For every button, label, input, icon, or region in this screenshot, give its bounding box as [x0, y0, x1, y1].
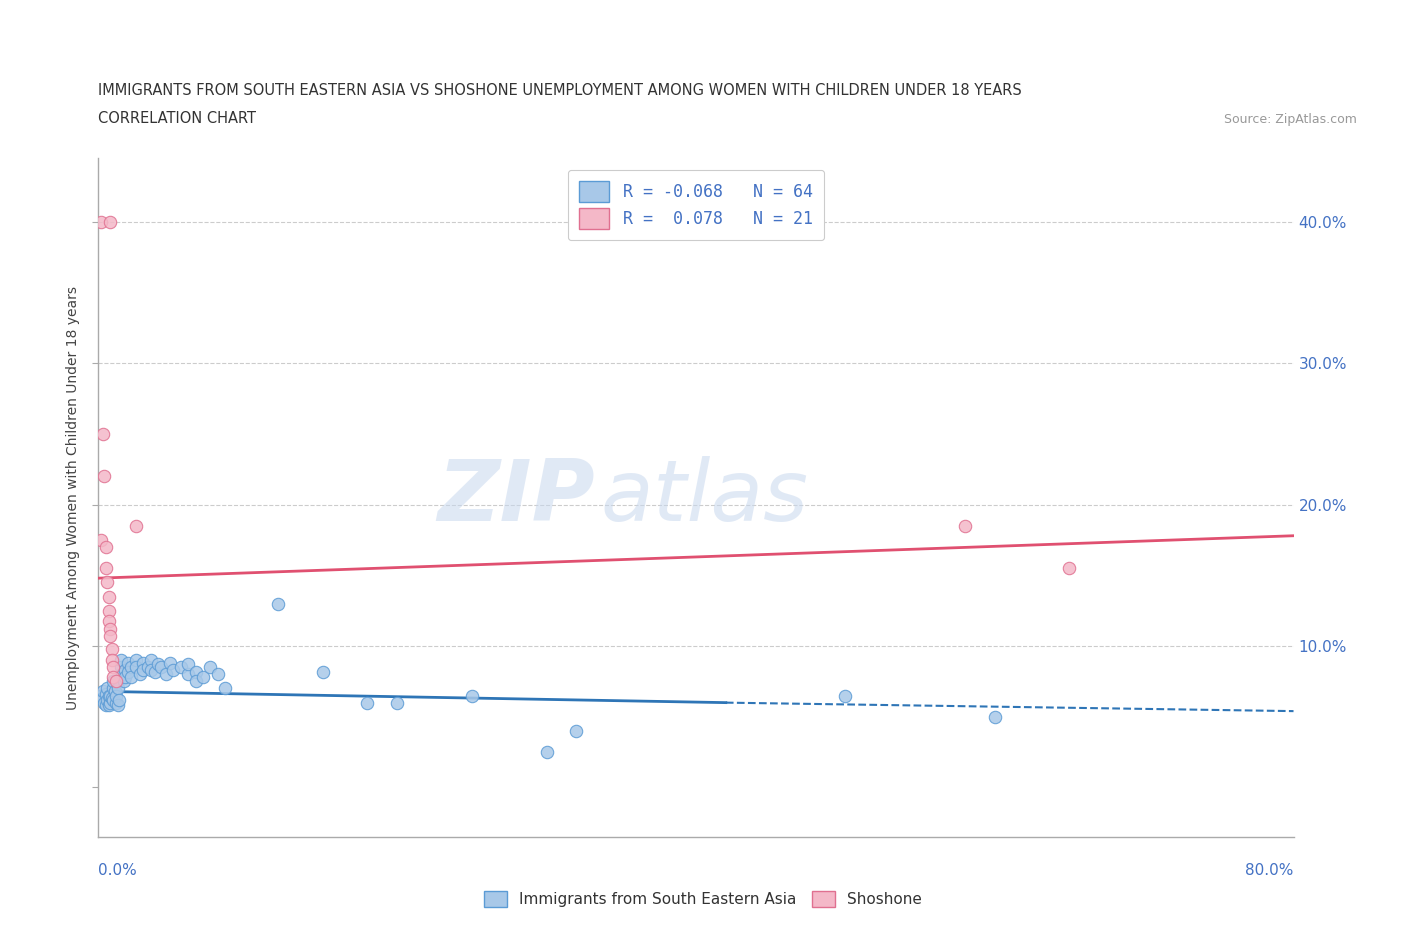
Point — [93, 469, 115, 484]
Point — [125, 660, 148, 675]
Y-axis label: Unemployment Among Women with Children Under 18 years: Unemployment Among Women with Children U… — [66, 286, 80, 710]
Point — [94, 539, 117, 554]
Point — [103, 660, 125, 675]
Point — [125, 518, 148, 533]
Point — [100, 696, 122, 711]
Point — [103, 681, 125, 696]
Point — [117, 664, 139, 679]
Point — [125, 653, 148, 668]
Point — [184, 674, 207, 689]
Legend: Immigrants from South Eastern Asia, Shoshone: Immigrants from South Eastern Asia, Shos… — [478, 884, 928, 913]
Point — [834, 688, 856, 703]
Point — [96, 692, 118, 707]
Point — [110, 660, 132, 675]
Point — [97, 589, 120, 604]
Point — [132, 656, 155, 671]
Point — [177, 657, 200, 671]
Point — [96, 575, 118, 590]
Point — [356, 696, 378, 711]
Point — [136, 660, 159, 675]
Text: ZIP: ZIP — [437, 456, 595, 539]
Text: CORRELATION CHART: CORRELATION CHART — [98, 111, 256, 126]
Point — [97, 604, 120, 618]
Point — [105, 688, 128, 703]
Point — [155, 667, 177, 682]
Point — [94, 698, 117, 713]
Point — [100, 688, 122, 703]
Point — [385, 696, 409, 711]
Point — [984, 710, 1007, 724]
Point — [117, 656, 139, 671]
Point — [311, 664, 333, 679]
Point — [100, 629, 122, 644]
Point — [214, 681, 236, 696]
Point — [129, 667, 152, 682]
Point — [143, 664, 166, 679]
Point — [1059, 561, 1081, 576]
Text: atlas: atlas — [600, 456, 808, 539]
Point — [461, 688, 484, 703]
Point — [91, 684, 114, 698]
Point — [105, 674, 128, 689]
Point — [101, 691, 124, 706]
Point — [94, 686, 117, 701]
Point — [100, 621, 122, 636]
Point — [103, 674, 125, 689]
Point — [97, 613, 120, 628]
Point — [150, 660, 173, 675]
Text: 0.0%: 0.0% — [98, 863, 138, 878]
Point — [184, 664, 207, 679]
Point — [103, 692, 125, 707]
Text: 80.0%: 80.0% — [1246, 863, 1294, 878]
Point — [536, 745, 558, 760]
Point — [132, 663, 155, 678]
Point — [90, 688, 112, 703]
Point — [100, 214, 122, 229]
Point — [97, 688, 120, 703]
Point — [104, 684, 127, 698]
Point — [139, 653, 162, 668]
Point — [91, 427, 114, 442]
Point — [105, 696, 128, 711]
Point — [267, 596, 290, 611]
Point — [200, 660, 222, 675]
Point — [207, 667, 229, 682]
Legend: R = -0.068   N = 64, R =  0.078   N = 21: R = -0.068 N = 64, R = 0.078 N = 21 — [568, 170, 824, 241]
Point — [114, 670, 136, 684]
Point — [162, 663, 184, 678]
Point — [565, 724, 588, 738]
Point — [159, 656, 181, 671]
Point — [139, 663, 162, 678]
Point — [90, 533, 112, 548]
Point — [112, 674, 135, 689]
Point — [191, 670, 214, 684]
Text: IMMIGRANTS FROM SOUTH EASTERN ASIA VS SHOSHONE UNEMPLOYMENT AMONG WOMEN WITH CHI: IMMIGRANTS FROM SOUTH EASTERN ASIA VS SH… — [98, 83, 1022, 98]
Point — [90, 214, 112, 229]
Text: Source: ZipAtlas.com: Source: ZipAtlas.com — [1223, 113, 1357, 126]
Point — [114, 663, 136, 678]
Point — [101, 642, 124, 657]
Point — [94, 561, 117, 576]
Point — [108, 692, 131, 707]
Point — [110, 653, 132, 668]
Point — [111, 667, 134, 682]
Point — [103, 670, 125, 684]
Point — [177, 667, 200, 682]
Point — [97, 698, 120, 713]
Point — [120, 660, 142, 675]
Point — [107, 698, 129, 713]
Point — [953, 518, 976, 533]
Point — [148, 657, 170, 671]
Point — [169, 660, 191, 675]
Point — [120, 670, 142, 684]
Point — [101, 653, 124, 668]
Point — [91, 691, 114, 706]
Point — [93, 696, 115, 711]
Point — [96, 681, 118, 696]
Point — [107, 681, 129, 696]
